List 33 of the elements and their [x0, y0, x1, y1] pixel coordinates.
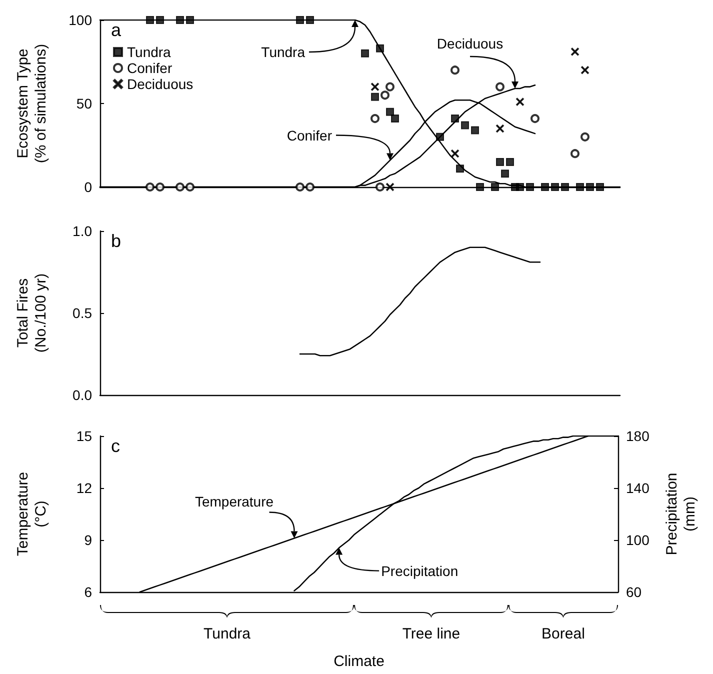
y-tick-label: 15 [76, 428, 92, 444]
y2-tick-label: 100 [626, 532, 650, 548]
text: Boreal [542, 626, 585, 642]
y2-tick-label: 140 [626, 480, 650, 496]
y-tick-label: 50 [76, 96, 92, 112]
annotation: Deciduous [436, 35, 504, 52]
y-axis-title: Total Fires (No./100 yr) [14, 273, 50, 353]
chart-title: c [111, 436, 120, 456]
y2-axis-title: Precipitation (mm) [664, 472, 698, 556]
y-axis-title: Temperature (°C) [14, 472, 50, 556]
chart-title: b [111, 231, 122, 251]
text: Tree line [402, 626, 460, 642]
y2-tick-label: 60 [626, 584, 642, 600]
legend-label: Deciduous [127, 76, 194, 92]
y2-tick-label: 180 [626, 428, 650, 444]
legend-label: Conifer [127, 60, 172, 76]
y-tick-label: 6 [84, 584, 92, 600]
y-tick-label: 12 [76, 480, 92, 496]
annotation: Tundra [261, 44, 306, 60]
text: Temperature [194, 493, 274, 510]
text: Tundra [204, 626, 252, 642]
x-axis-title: Climate [334, 653, 384, 670]
annotation: Conifer [286, 127, 332, 144]
y-axis-title: Ecosystem Type (% of simulations) [14, 44, 50, 164]
y-tick-label: 9 [84, 532, 92, 548]
chart-title: a [111, 20, 122, 40]
y-tick-label: 0.0 [72, 387, 92, 403]
y-tick-label: 0.5 [72, 305, 92, 321]
y-tick-label: 1.0 [72, 223, 92, 239]
y-tick-label: 100 [68, 12, 92, 28]
legend-label: Precipitation [381, 562, 458, 579]
y-tick-label: 0 [84, 179, 92, 195]
legend-label: Tundra [127, 44, 172, 60]
